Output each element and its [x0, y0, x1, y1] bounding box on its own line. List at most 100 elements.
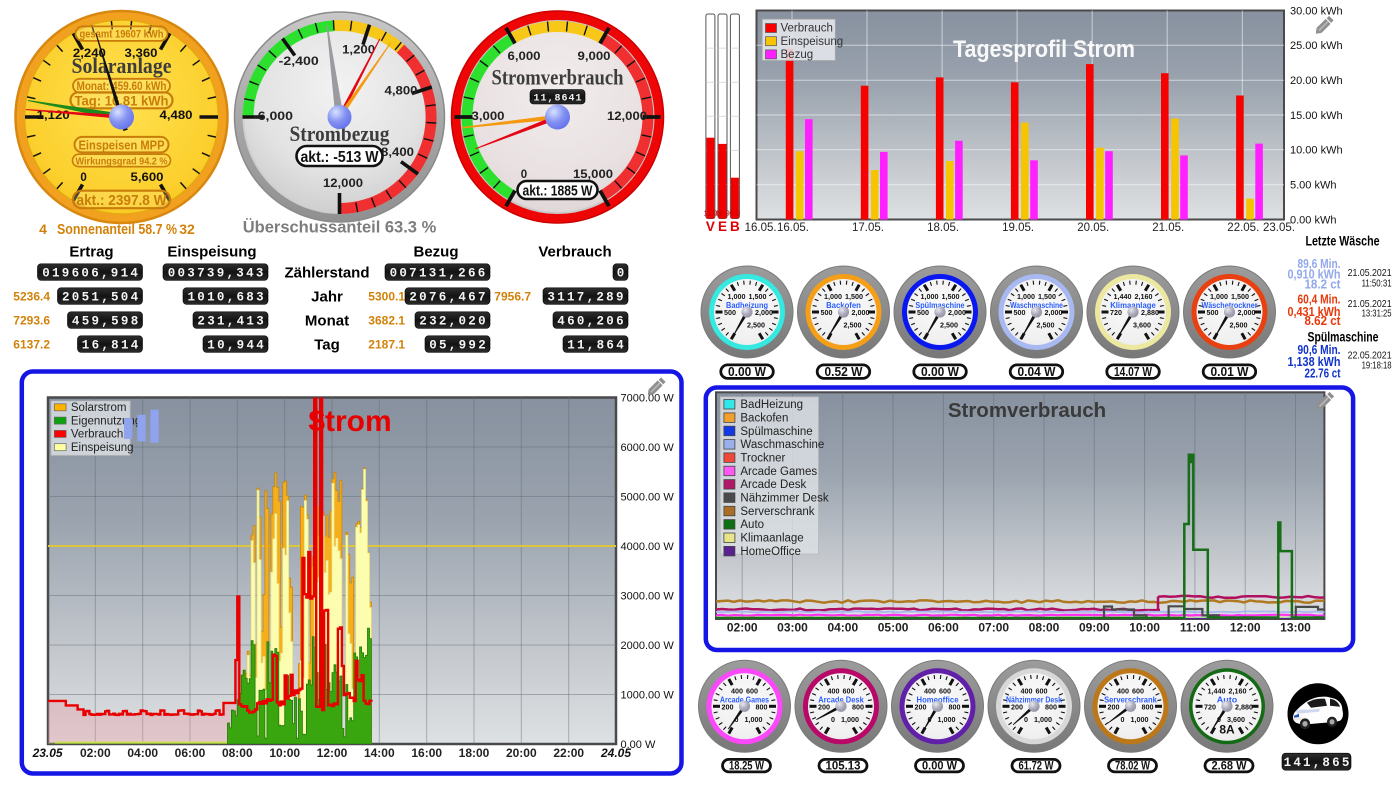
- svg-text:400: 400: [731, 686, 743, 695]
- svg-text:15.00 kWh: 15.00 kWh: [1290, 110, 1343, 122]
- svg-text:231,413: 231,413: [197, 315, 266, 329]
- svg-text:2051,504: 2051,504: [62, 291, 140, 305]
- svg-text:Einspeisung: Einspeisung: [781, 36, 844, 48]
- svg-text:1,500: 1,500: [1231, 292, 1249, 301]
- svg-text:1,440: 1,440: [1208, 686, 1226, 695]
- svg-text:500: 500: [917, 308, 929, 317]
- svg-text:-6,000: -6,000: [253, 111, 293, 123]
- svg-text:Waschmaschine: Waschmaschine: [1010, 300, 1063, 310]
- svg-text:8,400: 8,400: [381, 147, 414, 159]
- svg-text:$trom: $trom: [308, 405, 391, 438]
- svg-text:0: 0: [831, 715, 835, 724]
- svg-text:500: 500: [1014, 308, 1026, 317]
- svg-text:11,864: 11,864: [567, 339, 626, 353]
- svg-text:600: 600: [746, 686, 758, 695]
- svg-text:600: 600: [1132, 686, 1144, 695]
- svg-text:Monat: 459.60 kWh: Monat: 459.60 kWh: [77, 81, 167, 93]
- svg-text:Trockner: Trockner: [740, 453, 785, 465]
- svg-text:10:00: 10:00: [269, 746, 300, 760]
- svg-text:0: 0: [735, 715, 739, 724]
- svg-text:6.0: 6.0: [730, 209, 740, 218]
- svg-text:8.62 ct: 8.62 ct: [1305, 313, 1342, 328]
- svg-text:7956.7: 7956.7: [494, 290, 531, 304]
- svg-text:0.52 W: 0.52 W: [825, 365, 863, 379]
- svg-text:13:00: 13:00: [1280, 621, 1311, 635]
- svg-text:2,160: 2,160: [1135, 292, 1153, 301]
- svg-text:2,880: 2,880: [1235, 702, 1253, 711]
- svg-text:0.00 kWh: 0.00 kWh: [1290, 214, 1336, 226]
- svg-text:400: 400: [828, 686, 840, 695]
- svg-text:08:00: 08:00: [1029, 621, 1060, 635]
- svg-text:0.00 W: 0.00 W: [621, 739, 656, 751]
- svg-text:1,000: 1,000: [1131, 715, 1149, 724]
- svg-text:22.76 ct: 22.76 ct: [1305, 365, 1342, 380]
- svg-text:1,500: 1,500: [845, 292, 863, 301]
- svg-text:15,000: 15,000: [573, 169, 613, 181]
- svg-text:Tag: Tag: [314, 337, 340, 354]
- svg-text:2,160: 2,160: [1229, 686, 1247, 695]
- svg-text:Verbrauch: Verbrauch: [71, 429, 123, 441]
- svg-text:600: 600: [843, 686, 855, 695]
- svg-text:1,440: 1,440: [1114, 292, 1132, 301]
- svg-text:Klimaanlage: Klimaanlage: [740, 533, 803, 545]
- svg-text:0: 0: [1121, 715, 1125, 724]
- svg-text:Nähzimmer Desk: Nähzimmer Desk: [1006, 694, 1062, 704]
- svg-text:90,6 Min.: 90,6 Min.: [1298, 342, 1341, 357]
- svg-text:Bezug: Bezug: [781, 49, 814, 61]
- svg-text:1,500: 1,500: [749, 292, 767, 301]
- svg-text:05:00: 05:00: [878, 621, 909, 635]
- svg-text:Arcade Games: Arcade Games: [720, 694, 769, 704]
- svg-text:Nähzimmer Desk: Nähzimmer Desk: [740, 493, 828, 505]
- svg-text:2.68 W: 2.68 W: [1212, 761, 1247, 773]
- svg-text:10.00 kWh: 10.00 kWh: [1290, 145, 1343, 157]
- svg-text:12:00: 12:00: [1230, 621, 1261, 635]
- svg-text:0: 0: [80, 172, 86, 184]
- svg-text:06:00: 06:00: [175, 746, 206, 760]
- svg-text:60,4 Min.: 60,4 Min.: [1298, 291, 1341, 306]
- svg-text:61.72 W: 61.72 W: [1019, 761, 1054, 773]
- svg-text:400: 400: [1021, 686, 1033, 695]
- svg-text:1,500: 1,500: [1038, 292, 1056, 301]
- svg-text:1,000: 1,000: [728, 292, 746, 301]
- svg-text:Arcade Desk: Arcade Desk: [818, 694, 864, 704]
- svg-text:200: 200: [1108, 702, 1120, 711]
- svg-text:Bezug: Bezug: [414, 244, 459, 261]
- svg-text:500: 500: [821, 308, 833, 317]
- svg-text:18.05.: 18.05.: [927, 222, 959, 234]
- svg-text:Monat: Monat: [305, 313, 349, 330]
- svg-text:Arcade Games: Arcade Games: [740, 466, 817, 478]
- svg-text:459,598: 459,598: [72, 315, 141, 329]
- svg-text:Einspeisung: Einspeisung: [167, 244, 256, 261]
- svg-text:18:00: 18:00: [459, 746, 490, 760]
- svg-text:200: 200: [722, 702, 734, 711]
- svg-text:Letzte Wäsche: Letzte Wäsche: [1306, 233, 1380, 249]
- svg-text:12:00: 12:00: [317, 746, 348, 760]
- svg-text:Jahr: Jahr: [311, 289, 343, 306]
- svg-text:1,138 kWh: 1,138 kWh: [1288, 354, 1341, 369]
- svg-text:11:00: 11:00: [1180, 621, 1210, 635]
- svg-text:10.9: 10.9: [715, 209, 730, 218]
- svg-text:25.00 kWh: 25.00 kWh: [1290, 40, 1343, 52]
- svg-text:400: 400: [1117, 686, 1129, 695]
- svg-text:720: 720: [1110, 308, 1122, 317]
- svg-text:Ertrag: Ertrag: [69, 244, 113, 261]
- svg-text:800: 800: [949, 702, 961, 711]
- svg-text:11,8641: 11,8641: [533, 93, 582, 104]
- svg-text:Backofen: Backofen: [740, 413, 788, 425]
- svg-text:Wäschetrockner: Wäschetrockner: [1202, 300, 1259, 310]
- svg-text:akt.: -513 W: akt.: -513 W: [301, 149, 379, 166]
- svg-text:17.05.: 17.05.: [852, 222, 884, 234]
- svg-text:12,000: 12,000: [323, 178, 363, 190]
- svg-text:1,500: 1,500: [942, 292, 960, 301]
- svg-text:Solarstrom: Solarstrom: [71, 402, 127, 414]
- svg-text:0: 0: [617, 267, 627, 281]
- svg-text:Auto: Auto: [1217, 694, 1237, 704]
- svg-text:08:00: 08:00: [222, 746, 253, 760]
- svg-text:0,910 kWh: 0,910 kWh: [1288, 266, 1341, 281]
- svg-text:Verbrauch: Verbrauch: [538, 244, 611, 261]
- svg-text:105.13: 105.13: [826, 761, 861, 773]
- svg-text:Backofen: Backofen: [826, 300, 861, 310]
- svg-text:3682.1: 3682.1: [368, 314, 405, 328]
- svg-text:1,000: 1,000: [841, 715, 859, 724]
- svg-text:Stromverbrauch: Stromverbrauch: [948, 399, 1106, 422]
